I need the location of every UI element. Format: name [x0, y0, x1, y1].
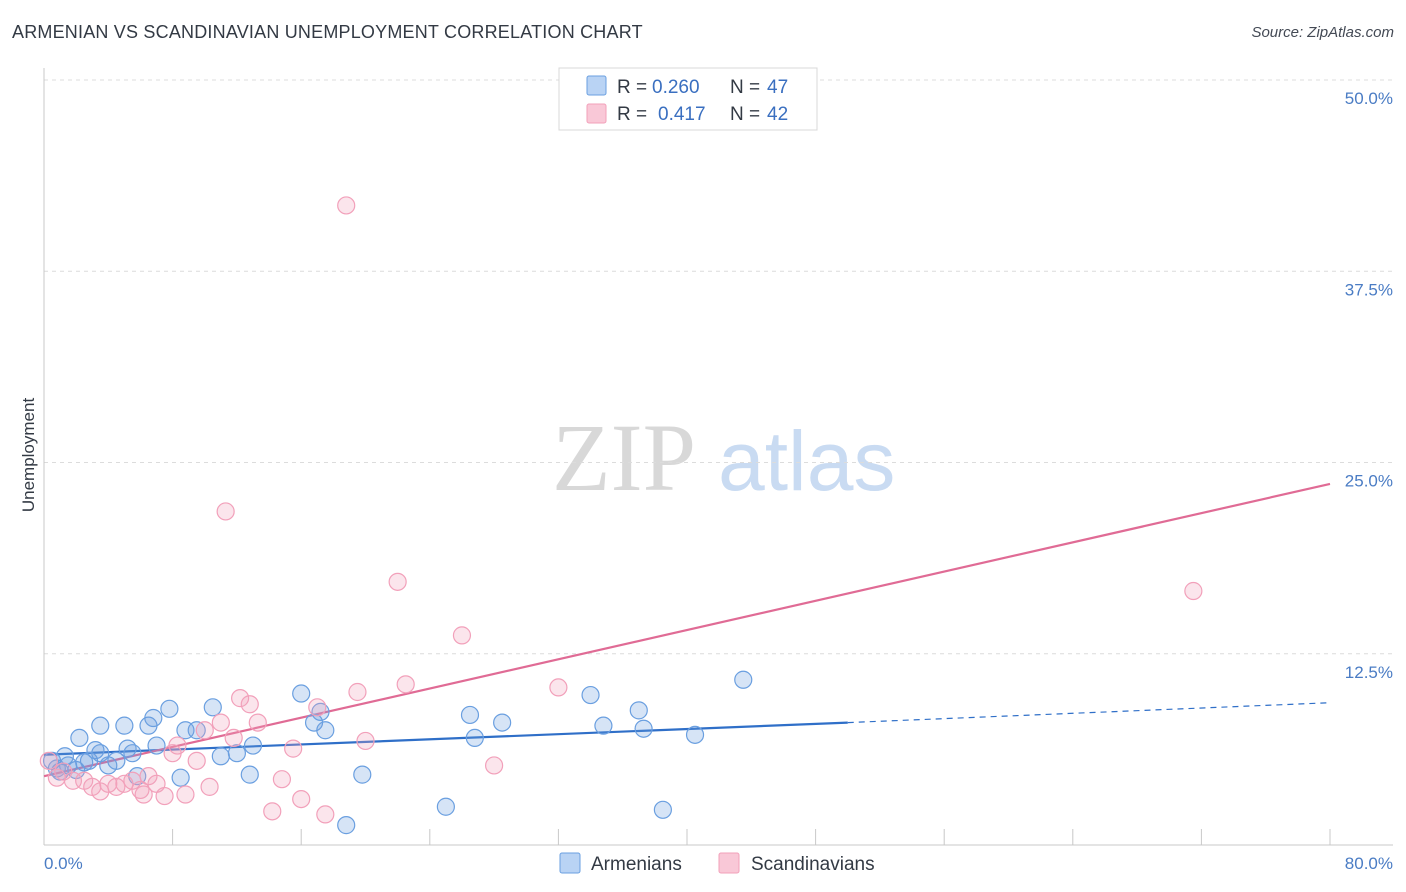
legend-swatch-armenians — [586, 75, 607, 96]
scandinavians-point-0 — [39, 751, 58, 770]
armenians-point-31 — [316, 721, 335, 740]
armenians-point-39 — [594, 716, 613, 735]
scandinavians-point-2 — [54, 762, 73, 781]
grid-lines — [44, 79, 1393, 655]
scandinavians-point-23 — [216, 502, 235, 521]
armenians-point-42 — [653, 800, 672, 819]
y-tick-label-3: 50.0% — [1345, 89, 1393, 108]
scandinavians-point-28 — [263, 802, 282, 821]
bottom-legend-label-scandinavians: Scandinavians — [751, 854, 875, 875]
armenians-point-14 — [123, 744, 142, 763]
armenians-point-27 — [243, 736, 263, 755]
armenians-point-33 — [353, 765, 372, 784]
armenians-point-25 — [227, 744, 246, 763]
scandinavians-trend-line — [43, 482, 1331, 778]
scandinavians-point-38 — [396, 675, 415, 694]
y-tick-label-2: 37.5% — [1345, 280, 1393, 299]
scandinavians-point-29 — [272, 770, 292, 789]
scandinavians-point-27 — [248, 713, 267, 732]
scandinavians-point-41 — [549, 678, 568, 697]
scandinavians-point-22 — [211, 713, 230, 732]
scandinavians-point-35 — [348, 682, 367, 702]
armenians-trend-line — [43, 721, 848, 756]
armenians-point-19 — [160, 699, 179, 718]
bottom-legend-swatch-scandinavians — [718, 852, 740, 874]
armenians-point-17 — [144, 708, 163, 728]
armenians-trend-extension — [847, 702, 1331, 724]
armenians-point-41 — [634, 719, 653, 738]
y-tick-labels: 12.5% 25.0% 37.5% 50.0% — [1345, 89, 1393, 682]
legend-n-label-scandinavians: N = — [730, 104, 760, 125]
armenians-point-12 — [115, 716, 134, 735]
scandinavians-point-18 — [176, 785, 195, 804]
scandinavians-point-25 — [231, 689, 250, 708]
legend-r-value-armenians: 0.260 — [652, 77, 700, 98]
armenians-point-5 — [70, 728, 89, 748]
armenians-point-36 — [465, 728, 484, 748]
armenians-point-35 — [460, 705, 480, 725]
scandinavians-point-20 — [195, 721, 214, 740]
watermark-atlas: atlas — [718, 414, 895, 508]
scandinavians-point-19 — [187, 751, 206, 770]
scandinavians-point-42 — [1184, 581, 1203, 601]
scandinavians-point-40 — [485, 756, 504, 775]
legend-n-label-armenians: N = — [730, 77, 760, 98]
armenians-point-43 — [685, 725, 705, 744]
stats-legend: R = 0.260 N = 47 R = 0.417 N = 42 — [558, 67, 818, 131]
trend-lines — [43, 482, 1331, 778]
scandinavians-point-33 — [316, 805, 335, 824]
armenians-point-18 — [147, 736, 166, 755]
x-tick-label-min: 0.0% — [44, 854, 83, 873]
legend-r-label-armenians: R = — [617, 77, 647, 98]
legend-r-label-scandinavians: R = — [617, 104, 647, 125]
chart-title: ARMENIAN VS SCANDINAVIAN UNEMPLOYMENT CO… — [12, 22, 643, 42]
scandinavians-point-17 — [168, 736, 187, 755]
armenians-point-46 — [75, 753, 94, 772]
armenians-point-44 — [734, 670, 753, 689]
armenians-point-40 — [629, 701, 648, 720]
scandinavians-point-26 — [240, 695, 259, 714]
legend-n-value-armenians: 47 — [767, 77, 788, 98]
legend-swatch-scandinavians — [586, 103, 607, 124]
y-axis-title: Unemployment — [19, 398, 38, 513]
x-tick-label-max: 80.0% — [1345, 854, 1393, 873]
scandinavians-point-37 — [388, 572, 407, 591]
scandinavians-point-15 — [155, 786, 174, 806]
scandinavians-point-31 — [292, 789, 311, 809]
armenians-point-23 — [203, 698, 222, 717]
y-tick-label-0: 12.5% — [1345, 663, 1393, 682]
bottom-legend-label-armenians: Armenians — [591, 854, 682, 875]
axes — [43, 68, 1393, 846]
armenians-point-24 — [211, 747, 230, 766]
legend-r-value-scandinavians: 0.417 — [658, 104, 706, 125]
scandinavians-point-21 — [200, 777, 219, 796]
legend-n-value-scandinavians: 42 — [767, 104, 788, 125]
bottom-legend-swatch-armenians — [559, 852, 581, 874]
armenians-point-28 — [292, 684, 311, 703]
scandinavians-point-12 — [134, 785, 153, 804]
scandinavians-point-24 — [224, 728, 243, 748]
armenians-point-37 — [493, 713, 512, 732]
armenians-point-32 — [337, 816, 356, 835]
data-points — [39, 196, 1203, 835]
chart-source: Source: ZipAtlas.com — [1251, 24, 1394, 41]
scandinavians-point-39 — [452, 626, 472, 645]
y-tick-label-1: 25.0% — [1345, 472, 1393, 491]
scandinavians-point-36 — [356, 731, 375, 751]
armenians-point-26 — [240, 765, 259, 784]
scandinavians-point-32 — [308, 698, 327, 717]
scandinavians-point-34 — [337, 196, 356, 215]
series-legend: Armenians Scandinavians — [559, 852, 875, 875]
armenians-point-34 — [436, 797, 455, 816]
armenians-point-7 — [86, 741, 105, 760]
armenians-point-11 — [107, 751, 126, 770]
watermark-zip: ZIP — [552, 404, 696, 511]
armenians-point-38 — [581, 685, 600, 705]
armenians-point-20 — [171, 768, 190, 787]
scandinavians-point-30 — [284, 739, 303, 758]
armenians-point-9 — [91, 716, 110, 735]
